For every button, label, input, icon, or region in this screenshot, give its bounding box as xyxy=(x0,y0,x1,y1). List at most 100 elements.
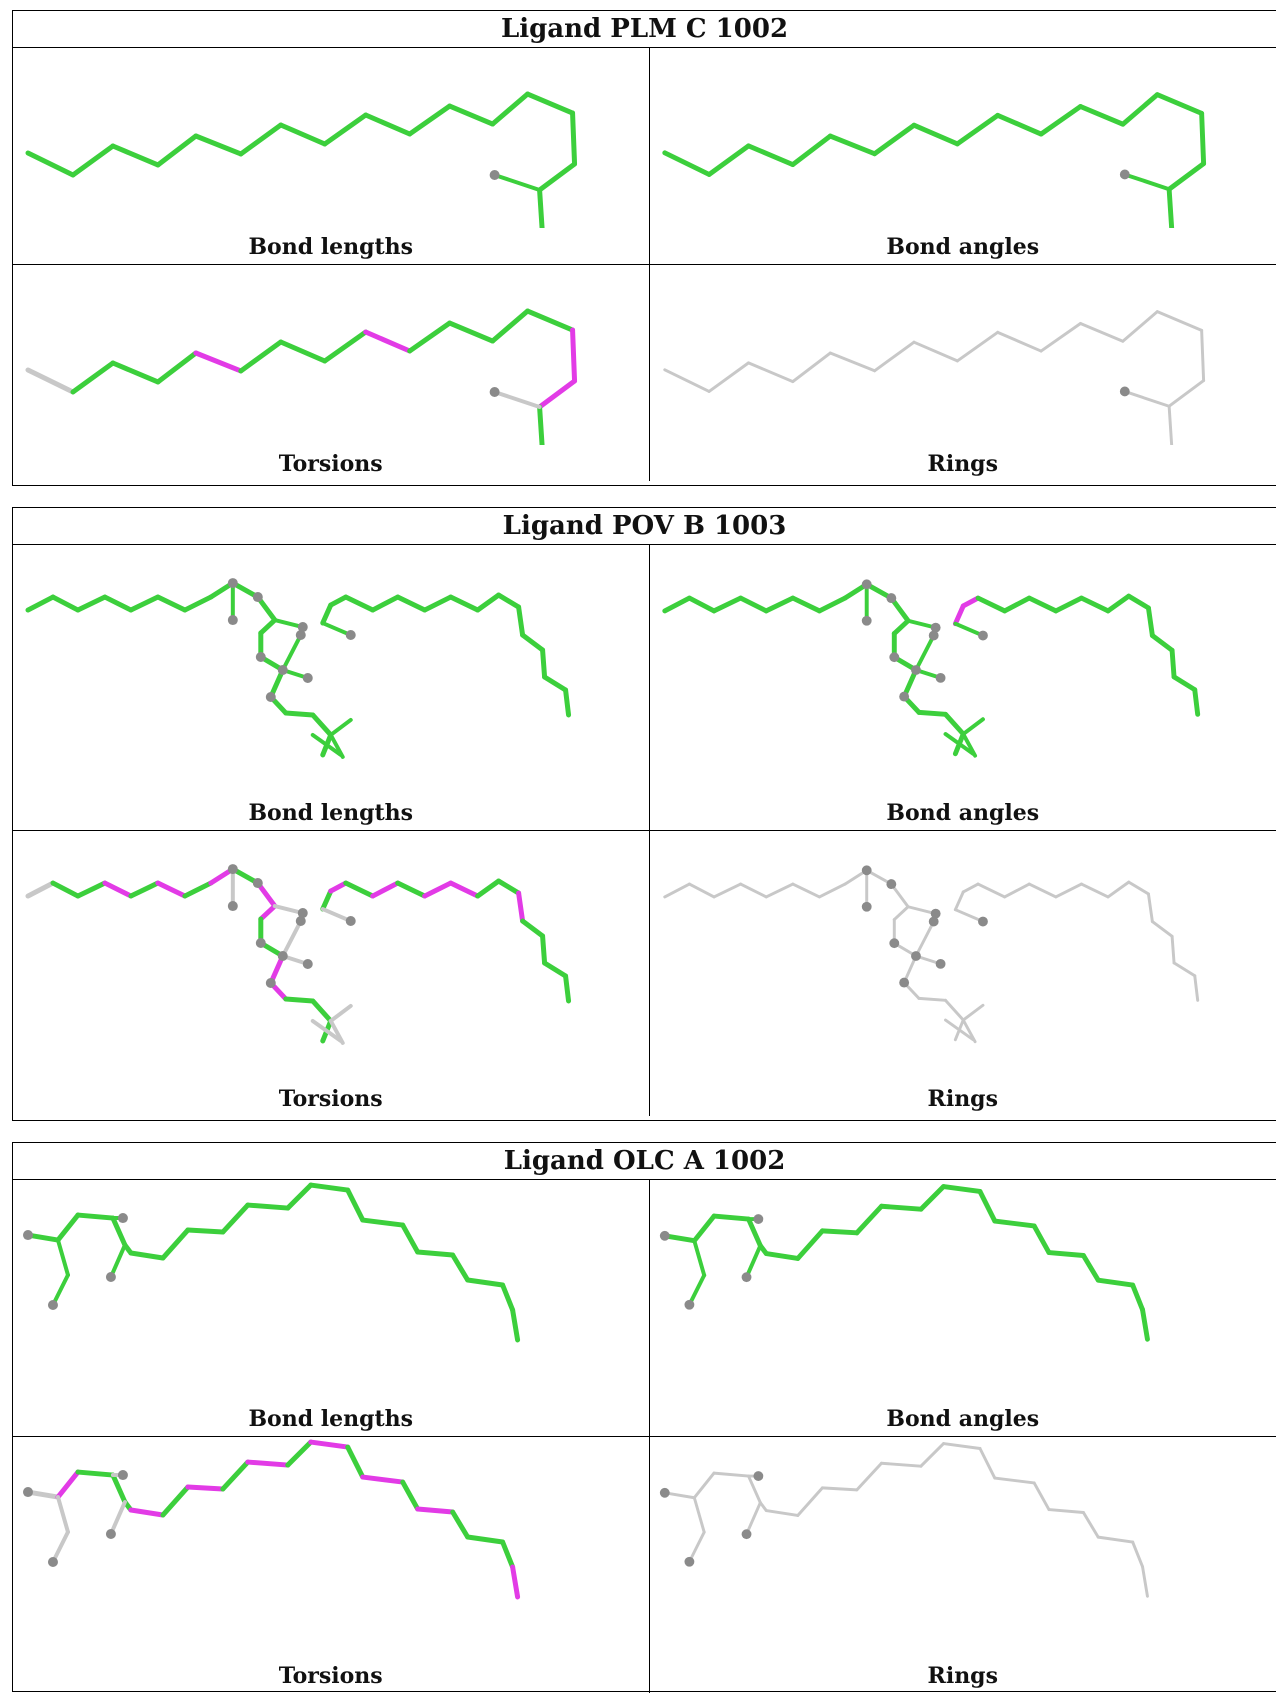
bond xyxy=(1119,92,1160,127)
panel-caption: Bond angles xyxy=(886,800,1040,826)
bond xyxy=(278,122,328,147)
bond xyxy=(1170,934,1176,965)
side-bond xyxy=(492,389,542,409)
atom-marker xyxy=(277,951,288,961)
bond xyxy=(185,1484,226,1492)
bond xyxy=(795,1486,824,1517)
bond xyxy=(363,329,413,354)
bond xyxy=(746,1474,762,1505)
bond xyxy=(516,890,526,924)
bond xyxy=(400,1479,421,1512)
bond xyxy=(915,709,948,717)
atom-marker xyxy=(885,593,896,604)
bond xyxy=(916,996,947,1002)
atom-marker xyxy=(659,1230,670,1241)
side-bond xyxy=(943,732,975,756)
side-bond xyxy=(960,732,977,758)
bond xyxy=(447,320,496,344)
bond xyxy=(1169,647,1177,680)
bond xyxy=(278,339,328,364)
bond xyxy=(490,91,531,127)
bond xyxy=(25,1489,61,1500)
bond xyxy=(1167,379,1205,408)
bond xyxy=(496,592,522,610)
atom-marker xyxy=(255,938,266,949)
bond xyxy=(745,1216,763,1249)
bond xyxy=(310,998,334,1024)
atom-marker xyxy=(885,879,896,890)
bond xyxy=(1095,1277,1135,1288)
bond xyxy=(110,1215,128,1248)
bond xyxy=(308,1182,351,1193)
bond xyxy=(917,1184,946,1212)
bond xyxy=(520,632,546,653)
bond xyxy=(789,595,822,614)
panel-bond-lengths: Bond lengths xyxy=(13,48,649,264)
atom-marker xyxy=(741,1529,751,1540)
bond xyxy=(954,112,1000,147)
bond xyxy=(285,1182,314,1211)
bond xyxy=(537,187,545,228)
side-bond xyxy=(328,1003,353,1023)
bond xyxy=(465,1277,506,1288)
bond xyxy=(711,1213,751,1222)
bond xyxy=(661,150,712,177)
ligand-table-olc: Ligand OLC A 1002 Bond lengths Bond angl… xyxy=(12,1142,1276,1693)
atom-marker xyxy=(977,916,988,927)
bond xyxy=(542,674,569,693)
bond xyxy=(827,133,877,157)
atom-marker xyxy=(227,615,238,626)
panel-bond-angles: Bond angles xyxy=(648,48,1276,264)
bond xyxy=(1080,1253,1101,1283)
bond xyxy=(1045,1250,1086,1258)
bond xyxy=(70,360,116,395)
bond xyxy=(711,595,743,614)
panel-row: Bond lengths Bond angles xyxy=(13,48,1276,265)
side-bond xyxy=(328,1018,345,1045)
side-bond xyxy=(108,1243,127,1280)
bond xyxy=(25,367,76,395)
bond xyxy=(1077,104,1125,127)
atom-marker xyxy=(117,1213,128,1224)
bond xyxy=(1105,593,1131,614)
molecule-image xyxy=(25,864,572,1045)
bond xyxy=(1149,633,1175,653)
bond xyxy=(918,1442,945,1468)
bond xyxy=(1191,687,1200,717)
bond xyxy=(415,1506,456,1515)
atom-marker xyxy=(752,1471,763,1481)
atom-marker xyxy=(861,615,872,626)
bond xyxy=(510,1307,521,1343)
bond xyxy=(707,361,750,393)
atom-marker xyxy=(861,579,872,590)
side-bond xyxy=(50,1530,70,1564)
molecule-image xyxy=(25,578,572,759)
side-bond xyxy=(961,1003,984,1022)
atom-marker xyxy=(302,672,313,683)
bond xyxy=(422,594,454,613)
bond xyxy=(763,1251,800,1261)
bond xyxy=(238,339,284,374)
bond xyxy=(55,1212,81,1243)
atom-marker xyxy=(255,652,266,663)
bond xyxy=(570,110,578,167)
bond xyxy=(1046,1508,1085,1514)
side-bond xyxy=(280,633,303,672)
bond xyxy=(820,1486,858,1492)
atom-marker xyxy=(930,622,941,633)
side-bond xyxy=(913,920,935,958)
side-bond xyxy=(55,1495,70,1535)
panel-torsions: Torsions xyxy=(13,265,649,481)
panel-caption: Bond lengths xyxy=(248,234,414,260)
bond xyxy=(912,340,959,363)
bond xyxy=(992,1476,1036,1485)
panel-bond-lengths: Bond lengths xyxy=(13,545,649,830)
bond xyxy=(25,880,56,899)
molecule-image xyxy=(662,865,1199,1044)
side-bond xyxy=(1122,389,1171,408)
panel-row: Torsions Rings xyxy=(13,1437,1276,1693)
bond xyxy=(661,595,692,614)
bond xyxy=(193,350,244,374)
atom-marker xyxy=(345,916,356,927)
bond xyxy=(1198,110,1206,167)
